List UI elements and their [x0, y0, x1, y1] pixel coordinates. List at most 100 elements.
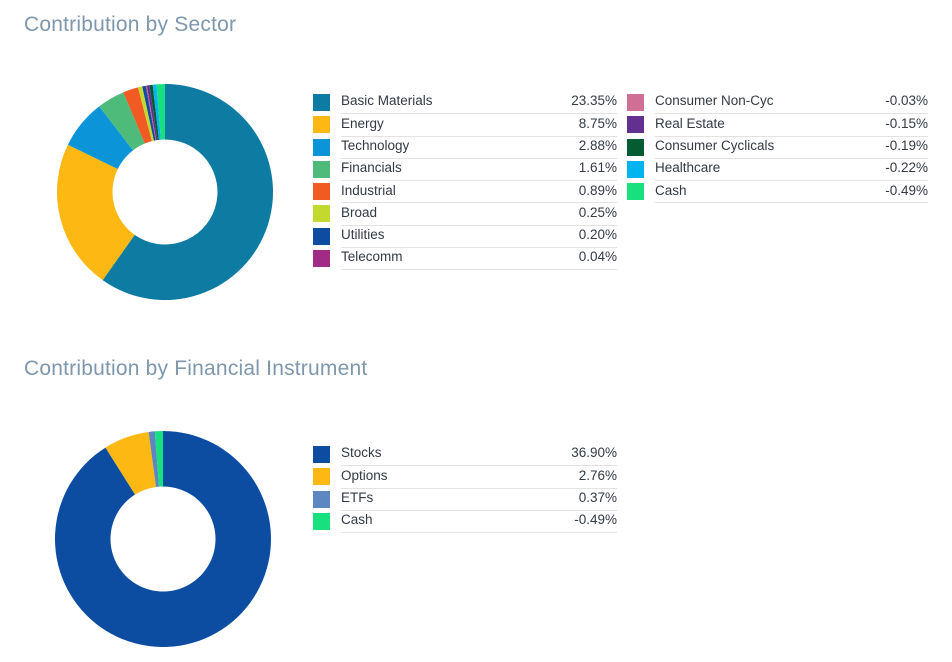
legend-swatch-icon: [313, 512, 330, 530]
section-title-instrument: Contribution by Financial Instrument: [24, 357, 368, 380]
legend-row-basic-materials: Basic Materials 23.35%: [313, 92, 617, 115]
instrument-donut-chart[interactable]: [54, 431, 271, 647]
legend-row-energy: Energy 8.75%: [313, 114, 617, 137]
legend-value: -0.22%: [885, 160, 928, 176]
legend-swatch-icon: [627, 116, 644, 134]
legend-value: 2.76%: [578, 467, 617, 483]
legend-row-telecomm: Telecomm 0.04%: [313, 248, 617, 271]
legend-row-cash: Cash -0.49%: [313, 511, 617, 534]
pie-slice-technology[interactable]: [67, 106, 134, 170]
legend-row-content: Basic Materials 23.35%: [341, 92, 617, 115]
legend-value: 2.88%: [578, 137, 617, 153]
legend-row-content: Utilities 0.20%: [341, 226, 617, 249]
legend-row-content: Real Estate -0.15%: [655, 114, 928, 137]
pie-slice-stocks[interactable]: [54, 431, 271, 647]
legend-row-content: Cash -0.49%: [341, 511, 617, 534]
legend-label: ETFs: [341, 489, 374, 505]
legend-swatch-icon: [313, 250, 330, 268]
legend-label: Industrial: [341, 182, 396, 198]
legend-label: Broad: [341, 204, 378, 220]
pie-slice-telecomm[interactable]: [145, 85, 156, 141]
pie-slice-healthcare[interactable]: [152, 84, 161, 140]
legend-label: Basic Materials: [341, 93, 433, 109]
legend-swatch-icon: [313, 138, 330, 156]
legend-value: 1.61%: [578, 160, 617, 176]
legend-swatch-icon: [313, 205, 330, 223]
sector-legend-column-2: Consumer Non-Cyc -0.03% Real Estate -0.15% C…: [627, 92, 928, 204]
legend-swatch-icon: [627, 183, 644, 201]
pie-slice-consumer-non-cyc[interactable]: [146, 85, 157, 141]
legend-row-content: Cash -0.49%: [655, 181, 928, 204]
legend-row-content: Consumer Non-Cyc -0.03%: [655, 92, 928, 115]
legend-row-cash: Cash -0.49%: [627, 181, 928, 204]
legend-label: Utilities: [341, 227, 385, 243]
legend-value: -0.49%: [885, 182, 928, 198]
instrument-legend-column-1: Stocks 36.90% Options 2.76% ETFs 0.37% Cash -0.…: [313, 444, 617, 534]
pie-slice-cash[interactable]: [156, 84, 165, 140]
legend-label: Healthcare: [655, 160, 721, 176]
legend-swatch-icon: [313, 468, 330, 486]
legend-row-technology: Technology 2.88%: [313, 137, 617, 159]
legend-value: 0.25%: [578, 204, 617, 220]
legend-label: Options: [341, 467, 388, 483]
legend-swatch-icon: [313, 490, 330, 508]
legend-value: 23.35%: [571, 93, 617, 109]
legend-value: 36.90%: [571, 445, 617, 461]
legend-row-content: Financials 1.61%: [341, 159, 617, 182]
pie-slice-consumer-cyclicals[interactable]: [149, 84, 160, 141]
sector-donut-chart[interactable]: [57, 84, 274, 300]
pie-slice-broad[interactable]: [138, 86, 154, 142]
legend-value: -0.19%: [885, 137, 928, 153]
legend-label: Energy: [341, 115, 384, 131]
pie-slice-etfs[interactable]: [148, 431, 160, 487]
legend-row-industrial: Industrial 0.89%: [313, 181, 617, 204]
legend-value: -0.49%: [574, 512, 617, 528]
legend-row-content: Broad 0.25%: [341, 203, 617, 226]
legend-row-financials: Financials 1.61%: [313, 159, 617, 182]
pie-slice-options[interactable]: [105, 431, 157, 495]
legend-label: Cash: [341, 512, 373, 528]
legend-row-content: Stocks 36.90%: [341, 444, 617, 467]
legend-value: 0.04%: [578, 249, 617, 265]
legend-value: -0.03%: [885, 93, 928, 109]
pie-slice-financials[interactable]: [99, 92, 145, 151]
legend-row-content: Industrial 0.89%: [341, 181, 617, 204]
sector-legend-column-1: Basic Materials 23.35% Energy 8.75% Technolo…: [313, 92, 617, 271]
legend-swatch-icon: [313, 227, 330, 245]
legend-row-content: Consumer Cyclicals -0.19%: [655, 137, 928, 159]
legend-swatch-icon: [627, 138, 644, 156]
legend-value: 0.37%: [578, 489, 617, 505]
legend-label: Cash: [655, 182, 687, 198]
legend-row-healthcare: Healthcare -0.22%: [627, 159, 928, 182]
legend-swatch-icon: [313, 183, 330, 201]
legend-row-content: Energy 8.75%: [341, 114, 617, 137]
legend-label: Financials: [341, 160, 402, 176]
pie-slice-industrial[interactable]: [123, 87, 152, 144]
legend-row-content: Healthcare -0.22%: [655, 159, 928, 182]
legend-swatch-icon: [313, 116, 330, 134]
section-title-sector: Contribution by Sector: [24, 13, 237, 36]
legend-row-content: ETFs 0.37%: [341, 489, 617, 511]
legend-row-consumer-non-cyc: Consumer Non-Cyc -0.03%: [627, 92, 928, 115]
legend-swatch-icon: [313, 160, 330, 178]
legend-row-options: Options 2.76%: [313, 466, 617, 489]
legend-value: 0.89%: [578, 182, 617, 198]
legend-row-content: Telecomm 0.04%: [341, 248, 617, 271]
legend-label: Telecomm: [341, 249, 403, 265]
legend-label: Stocks: [341, 445, 382, 461]
legend-value: -0.15%: [885, 115, 928, 131]
pie-slice-basic-materials[interactable]: [102, 84, 274, 300]
legend-row-utilities: Utilities 0.20%: [313, 226, 617, 249]
legend-row-content: Technology 2.88%: [341, 137, 617, 159]
pie-slice-real-estate[interactable]: [146, 85, 158, 141]
legend-row-consumer-cyclicals: Consumer Cyclicals -0.19%: [627, 137, 928, 159]
pie-slice-cash[interactable]: [154, 431, 163, 487]
legend-row-stocks: Stocks 36.90%: [313, 444, 617, 467]
legend-label: Technology: [341, 137, 410, 153]
legend-label: Real Estate: [655, 115, 725, 131]
pie-slice-utilities[interactable]: [142, 85, 156, 141]
legend-swatch-icon: [627, 94, 644, 111]
legend-swatch-icon: [627, 160, 644, 178]
pie-slice-energy[interactable]: [57, 144, 135, 281]
